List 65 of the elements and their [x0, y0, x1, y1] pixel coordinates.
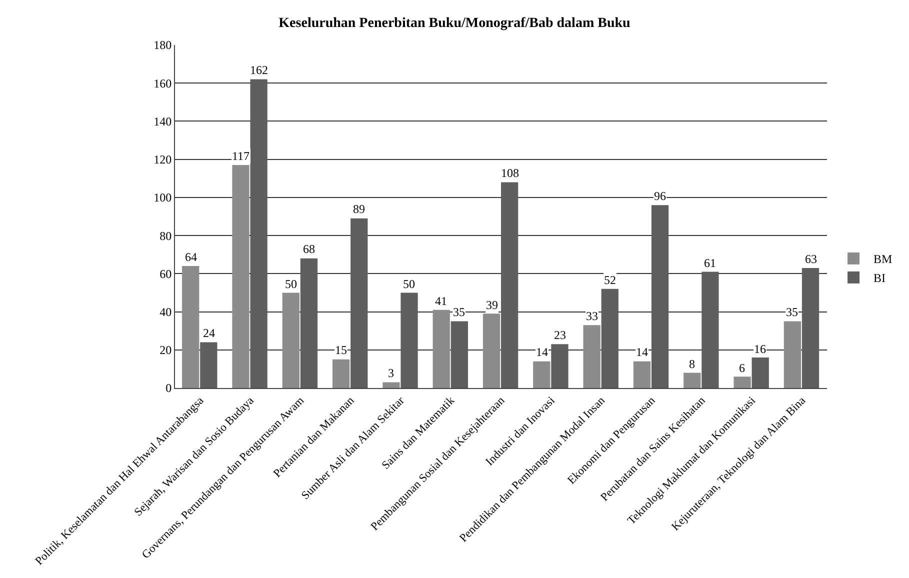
y-tick-label: 20	[160, 343, 172, 358]
bar	[784, 321, 802, 388]
bar	[533, 361, 550, 388]
data-label: 89	[353, 202, 365, 216]
y-tick-label: 0	[166, 381, 172, 396]
bar	[651, 205, 669, 388]
data-label: 23	[554, 328, 566, 342]
data-label: 39	[486, 298, 498, 312]
bar	[182, 266, 200, 388]
bar	[350, 218, 368, 388]
bar	[332, 359, 350, 388]
bar	[734, 376, 751, 388]
bar	[400, 292, 418, 388]
y-tick-label: 140	[154, 114, 172, 128]
bar	[802, 268, 820, 388]
data-label: 35	[453, 305, 465, 319]
y-tick-label: 40	[160, 304, 172, 319]
data-label: 3	[388, 366, 394, 380]
legend-label: BI	[874, 271, 886, 286]
bar	[752, 358, 769, 388]
data-label: 117	[232, 149, 250, 163]
y-tick-label: 60	[160, 266, 172, 281]
data-label: 61	[704, 256, 716, 270]
bar	[601, 288, 618, 388]
bar	[382, 382, 400, 388]
y-tick-label: 160	[154, 76, 172, 90]
bar	[551, 344, 568, 388]
chart-title: Keseluruhan Penerbitan Buku/Monograf/Bab dalam Buku	[278, 16, 631, 32]
data-label: 33	[586, 309, 598, 323]
data-label: 41	[435, 294, 447, 308]
data-label: 14	[636, 345, 648, 359]
data-label: 96	[654, 189, 666, 203]
data-label: 68	[303, 242, 315, 256]
bar	[501, 182, 518, 388]
data-label: 8	[689, 357, 695, 371]
data-label: 64	[185, 250, 197, 264]
data-label: 24	[203, 326, 215, 340]
data-label: 50	[403, 277, 415, 291]
bar	[432, 310, 450, 388]
data-label: 14	[536, 345, 548, 359]
bar	[684, 372, 701, 388]
bar	[450, 321, 468, 388]
data-label: 16	[754, 342, 766, 356]
data-label: 15	[335, 343, 347, 357]
data-label: 63	[805, 252, 817, 266]
bar	[282, 292, 300, 388]
data-label: 50	[285, 277, 297, 291]
bar	[232, 165, 250, 388]
y-tick-label: 180	[154, 38, 172, 52]
bar	[300, 258, 318, 388]
data-label: 162	[250, 63, 268, 77]
data-label: 52	[604, 273, 616, 287]
bar	[200, 342, 218, 388]
legend-label: BM	[874, 252, 893, 266]
bar	[702, 272, 719, 388]
data-label: 35	[786, 305, 798, 319]
data-label: 6	[739, 361, 745, 375]
y-tick-label: 120	[154, 152, 172, 167]
bar	[250, 79, 268, 388]
bar	[583, 325, 600, 388]
bar	[633, 361, 651, 388]
bar	[482, 314, 500, 388]
y-tick-label: 100	[154, 190, 172, 205]
y-tick-label: 80	[160, 228, 172, 243]
data-label: 108	[501, 166, 519, 180]
